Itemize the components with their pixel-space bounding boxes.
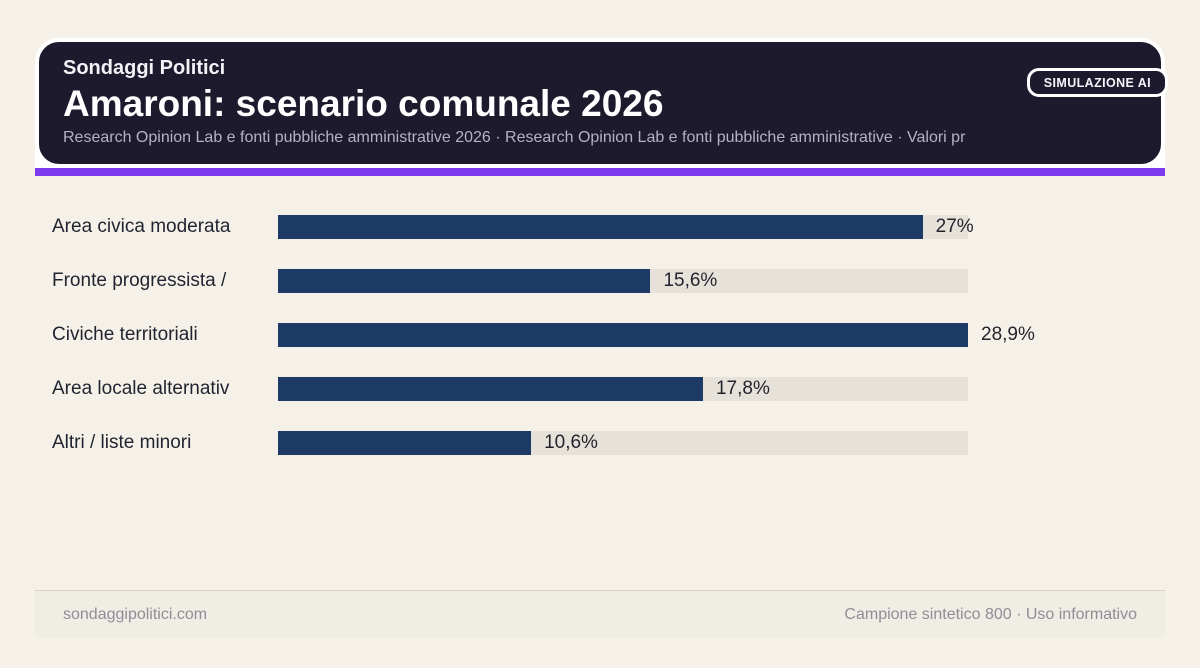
bar-chart: Area civica moderata 27% Fronte progress… <box>35 200 1165 470</box>
footer-site: sondaggipolitici.com <box>63 605 208 623</box>
bar-value-label: 27% <box>935 216 974 237</box>
bar-value-label: 28,9% <box>981 324 1035 345</box>
chart-row: Fronte progressista / 15,6% <box>35 254 1165 308</box>
category-label: Area civica moderata <box>52 216 231 237</box>
bar-area: 10,6% <box>278 431 968 455</box>
bar-fill <box>278 431 532 455</box>
bar-area: 17,8% <box>278 377 968 401</box>
accent-divider <box>35 168 1165 176</box>
bar-fill <box>278 215 923 239</box>
ai-simulation-badge: SIMULAZIONE AI <box>1026 68 1168 97</box>
category-label: Area locale alternativ <box>52 378 230 399</box>
page-title: Amaroni: scenario comunale 2026 <box>63 83 664 124</box>
chart-row: Area civica moderata 27% <box>35 200 1165 254</box>
category-label: Civiche territoriali <box>52 324 198 345</box>
page: SIMULAZIONE AI Sondaggi Politici Amaroni… <box>0 38 1200 668</box>
bar-fill <box>278 377 703 401</box>
bar-fill <box>278 323 968 347</box>
chart-row: Civiche territoriali 28,9% <box>35 308 1165 362</box>
header-subtitle: Research Opinion Lab e fonti pubbliche a… <box>63 129 966 146</box>
bar-value-label: 10,6% <box>544 432 598 453</box>
bar-value-label: 15,6% <box>663 270 718 291</box>
header-band: Sondaggi Politici Amaroni: scenario comu… <box>35 38 1165 168</box>
footer: sondaggipolitici.com Campione sintetico … <box>35 590 1165 638</box>
bar-value-label: 17,8% <box>715 378 770 399</box>
chart-row: Altri / liste minori 10,6% <box>35 416 1165 470</box>
category-label: Altri / liste minori <box>52 432 192 453</box>
category-label: Fronte progressista / <box>52 270 227 291</box>
header-card: Sondaggi Politici Amaroni: scenario comu… <box>35 38 1165 168</box>
bar-area: 28,9% <box>278 323 1035 347</box>
bar-area: 15,6% <box>278 269 968 293</box>
bar-fill <box>278 269 651 293</box>
header-kicker: Sondaggi Politici <box>63 57 226 79</box>
footer-note: Campione sintetico 800 · Uso informativo <box>844 605 1137 623</box>
bar-area: 27% <box>278 215 974 239</box>
chart-row: Area locale alternativ 17,8% <box>35 362 1165 416</box>
